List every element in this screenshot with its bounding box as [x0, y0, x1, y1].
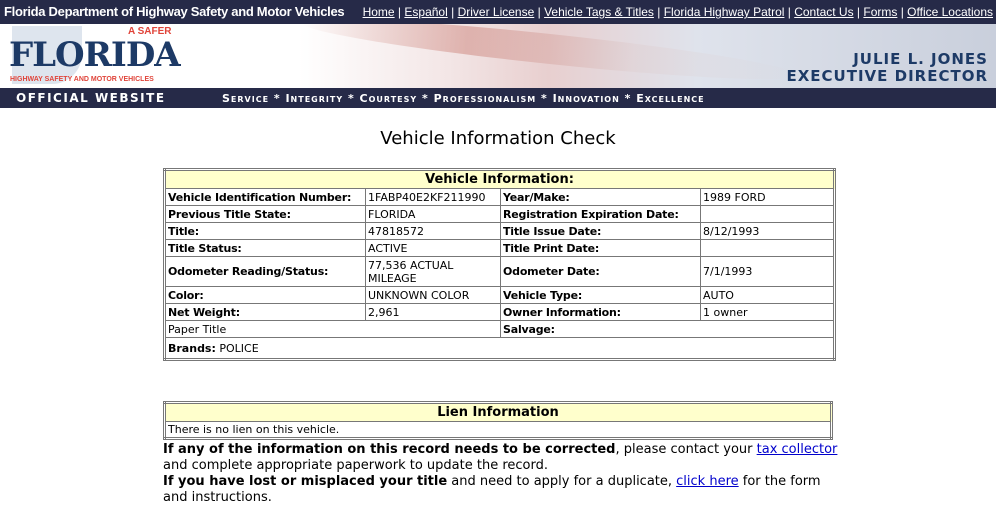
- brands: Brands: POLICE: [163, 337, 836, 360]
- tax-collector-link[interactable]: tax collector: [756, 442, 838, 457]
- field-value: 1 owner: [699, 303, 836, 321]
- logo-tagline: A SAFER: [128, 26, 172, 37]
- flag-decoration: [299, 24, 801, 88]
- field-value: ACTIVE: [365, 239, 501, 257]
- field-label: Title Status:: [164, 239, 366, 257]
- director-name: JULIE L. JONES: [853, 50, 988, 68]
- vehicle-info-heading: Vehicle Information:: [163, 169, 836, 189]
- field-value: FLORIDA: [365, 205, 501, 223]
- link-espanol[interactable]: Español: [404, 5, 448, 19]
- field-label: Odometer Reading/Status:: [164, 256, 366, 287]
- correction-end: and complete appropriate paperwork to up…: [163, 458, 548, 473]
- field-label: Registration Expiration Date:: [500, 205, 701, 223]
- page-title: Vehicle Information Check: [380, 128, 616, 149]
- field-label: Odometer Date:: [500, 256, 701, 287]
- link-contact[interactable]: Contact Us: [794, 5, 854, 19]
- field-label: Vehicle Type:: [500, 286, 701, 304]
- top-bar: Florida Department of Highway Safety and…: [0, 0, 996, 24]
- field-value: 7/1/1993: [699, 256, 836, 287]
- correction-text: , please contact your: [615, 442, 757, 457]
- core-values: Service * Integrity * Courtesy * Profess…: [222, 92, 705, 105]
- field-label: Vehicle Identification Number:: [164, 188, 366, 206]
- duplicate-note: If you have lost or misplaced your title…: [163, 474, 843, 506]
- duplicate-bold: If you have lost or misplaced your title: [163, 474, 448, 489]
- table-row: Odometer Reading/Status: 77,536 ACTUAL MI…: [164, 256, 836, 287]
- main-content: Vehicle Information: Vehicle Identificat…: [163, 168, 843, 506]
- field-label: Color:: [164, 286, 366, 304]
- link-home[interactable]: Home: [362, 5, 395, 19]
- salvage-label: Salvage:: [499, 320, 836, 338]
- field-value: [699, 239, 836, 257]
- brands-value: POLICE: [219, 341, 259, 355]
- field-value: 1FABP40E2KF211990: [365, 188, 501, 206]
- field-value: AUTO: [699, 286, 836, 304]
- table-row: Title: 47818572 Title Issue Date: 8/12/1993: [164, 222, 836, 240]
- field-value: UNKNOWN COLOR: [365, 286, 501, 304]
- table-row: Vehicle Identification Number: 1FABP40E2K…: [164, 188, 836, 206]
- field-label: Owner Information:: [500, 303, 701, 321]
- field-label: Previous Title State:: [164, 205, 366, 223]
- link-vehicle-tags[interactable]: Vehicle Tags & Titles: [544, 5, 654, 19]
- values-bar: OFFICIAL WEBSITE Service * Integrity * C…: [0, 88, 996, 108]
- field-value: 8/12/1993: [699, 222, 836, 240]
- field-value: 2,961: [365, 303, 501, 321]
- link-office-locations[interactable]: Office Locations: [907, 5, 993, 19]
- link-driver-license[interactable]: Driver License: [457, 5, 535, 19]
- field-label: Title:: [164, 222, 366, 240]
- lien-text: There is no lien on this vehicle.: [164, 421, 832, 439]
- correction-note: If any of the information on this record…: [163, 442, 843, 474]
- field-label: Year/Make:: [500, 188, 701, 206]
- director: JULIE L. JONES EXECUTIVE DIRECTOR: [786, 51, 988, 85]
- field-value: 47818572: [365, 222, 501, 240]
- field-value: [699, 205, 836, 223]
- table-row: Title Status: ACTIVE Title Print Date:: [164, 239, 836, 257]
- field-label: Title Issue Date:: [500, 222, 701, 240]
- field-label: Net Weight:: [164, 303, 366, 321]
- field-value: 77,536 ACTUAL MILEAGE: [365, 256, 501, 287]
- correction-bold: If any of the information on this record…: [163, 442, 616, 457]
- table-row: Previous Title State: FLORIDA Registration…: [164, 205, 836, 223]
- paper-title: Paper Title: [164, 320, 501, 338]
- top-links: Home | Español | Driver License | Vehicl…: [362, 5, 993, 19]
- duplicate-text: and need to apply for a duplicate,: [447, 474, 677, 489]
- click-here-link[interactable]: click here: [676, 474, 739, 489]
- field-label: Title Print Date:: [500, 239, 701, 257]
- lien-heading: Lien Information: [164, 402, 832, 422]
- site-title: Florida Department of Highway Safety and…: [4, 4, 345, 19]
- link-highway-patrol[interactable]: Florida Highway Patrol: [663, 5, 785, 19]
- official-website-label: OFFICIAL WEBSITE: [16, 91, 166, 105]
- table-row: Net Weight: 2,961 Owner Information: 1 owne…: [164, 303, 836, 321]
- table-row: Color: UNKNOWN COLOR Vehicle Type: AUTO: [164, 286, 836, 304]
- link-forms[interactable]: Forms: [863, 5, 898, 19]
- field-value: 1989 FORD: [699, 188, 836, 206]
- duplicate-end: for the form and instructions.: [163, 474, 821, 505]
- logo-subtitle: HIGHWAY SAFETY AND MOTOR VEHICLES: [10, 76, 154, 83]
- vehicle-info-table: Vehicle Information: Vehicle Identificat…: [163, 168, 837, 361]
- florida-map-icon: [12, 26, 82, 84]
- banner: A SAFER FLORIDA HIGHWAY SAFETY AND MOTOR…: [0, 24, 996, 88]
- table-row: Brands: POLICE: [163, 337, 836, 360]
- lien-info-table: Lien Information There is no lien on thi…: [163, 401, 833, 440]
- brands-label: Brands:: [168, 341, 216, 355]
- table-row: Paper Title Salvage:: [164, 320, 836, 338]
- logo[interactable]: FLORIDA: [9, 35, 181, 75]
- director-title: EXECUTIVE DIRECTOR: [786, 67, 988, 85]
